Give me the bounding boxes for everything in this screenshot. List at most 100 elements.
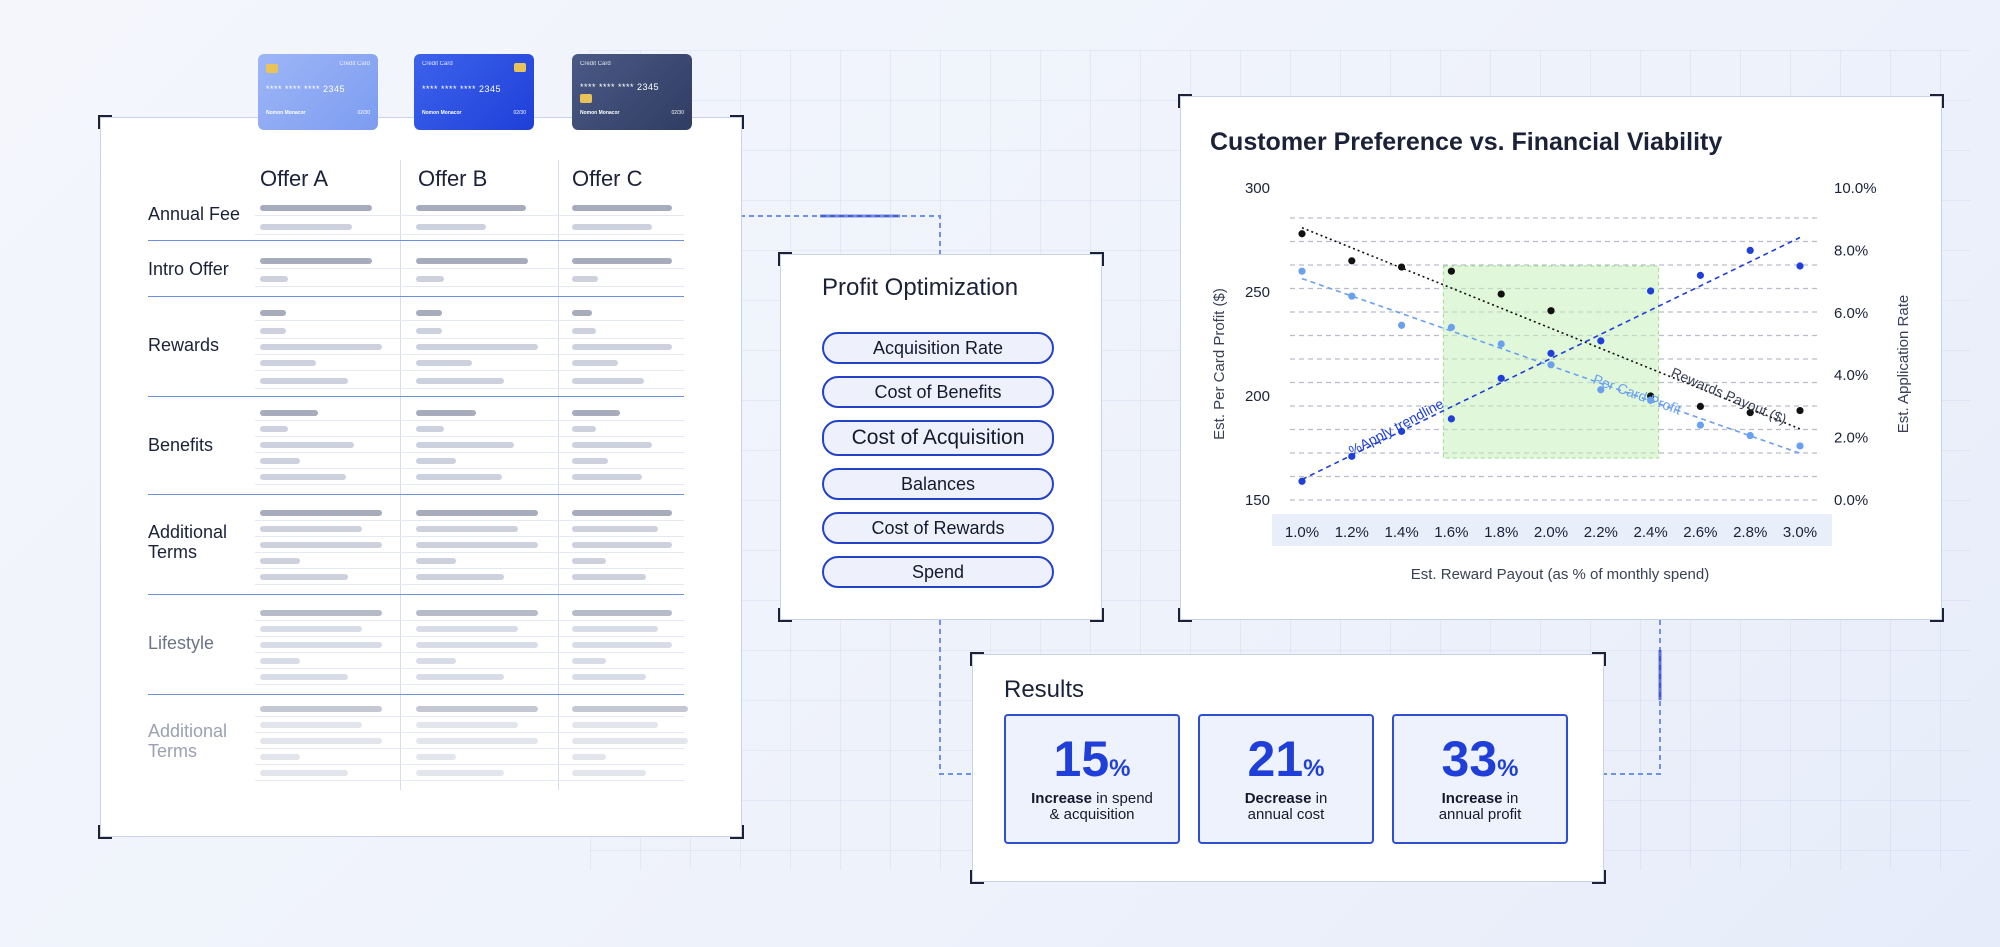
cost-of-acquisition-pill[interactable]: Cost of Acquisition: [822, 420, 1054, 456]
placeholder-bar: [416, 706, 538, 712]
y-left-tick-label: 200: [1245, 388, 1270, 405]
placeholder-bar: [572, 458, 608, 464]
row-separator: [148, 594, 684, 595]
row-label-annual-fee: Annual Fee: [148, 204, 241, 224]
placeholder-bar: [260, 706, 382, 712]
result-card-profit: 33% Increase in annual profit: [1392, 714, 1568, 844]
data-point-rewards: [1348, 257, 1356, 265]
placeholder-bar: [260, 510, 382, 516]
row-separator: [148, 494, 684, 495]
placeholder-bar: [572, 224, 652, 230]
series-label-rewards: Rewards Payout ($): [1669, 364, 1789, 427]
row-label-benefits: Benefits: [148, 435, 214, 455]
data-point-rewards: [1497, 290, 1505, 298]
y-right-tick-label: 10.0%: [1834, 180, 1877, 197]
row-divider: [255, 552, 684, 553]
placeholder-bar: [572, 706, 688, 712]
card-brand: Credit Card: [580, 61, 611, 67]
placeholder-bar: [260, 738, 382, 744]
result-description: Decrease in annual cost: [1244, 790, 1328, 823]
placeholder-bar: [572, 205, 672, 211]
profit-optimization-title: Profit Optimization: [822, 274, 1019, 301]
row-divider: [255, 716, 684, 717]
data-point-profit: [1746, 431, 1754, 440]
placeholder-bar: [260, 574, 348, 580]
acquisition-rate-pill[interactable]: Acquisition Rate: [822, 332, 1054, 364]
placeholder-bar: [572, 722, 658, 728]
placeholder-bar: [416, 510, 538, 516]
data-point-rewards: [1298, 230, 1306, 238]
placeholder-bar: [572, 410, 620, 416]
row-divider: [255, 370, 684, 371]
credit-card-a[interactable]: Credit Card **** **** **** 2345 Nomon Mo…: [258, 54, 378, 130]
placeholder-bar: [416, 642, 538, 648]
chip-icon: [514, 63, 526, 72]
row-separator: [148, 296, 684, 297]
result-value: 15%: [1053, 731, 1131, 787]
placeholder-bar: [416, 310, 442, 316]
placeholder-bar: [572, 526, 658, 532]
placeholder-bar: [416, 328, 442, 334]
placeholder-bar: [572, 754, 606, 760]
card-holder: Nomon Monacor: [266, 110, 306, 116]
spend-pill[interactable]: Spend: [822, 556, 1054, 588]
y-left-axis-label: Est. Per Card Profit ($): [1211, 288, 1228, 440]
data-point-apply: [1647, 287, 1655, 295]
data-point-profit: [1597, 386, 1605, 394]
data-point-rewards: [1746, 409, 1754, 417]
y-right-tick-label: 6.0%: [1834, 305, 1868, 322]
placeholder-bar: [416, 474, 502, 480]
y-left-tick-label: 250: [1245, 284, 1270, 301]
cost-of-rewards-pill[interactable]: Cost of Rewards: [822, 512, 1054, 544]
placeholder-bar: [260, 360, 316, 366]
cost-of-benefits-pill[interactable]: Cost of Benefits: [822, 376, 1054, 408]
offer-b-heading: Offer B: [418, 166, 488, 191]
x-tick-label: 2.6%: [1683, 524, 1717, 541]
credit-card-b[interactable]: Credit Card **** **** **** 2345 Nomon Mo…: [414, 54, 534, 130]
placeholder-bar: [416, 258, 528, 264]
placeholder-bar: [572, 310, 592, 316]
offer-c-heading: Offer C: [572, 166, 643, 191]
placeholder-bar: [416, 558, 456, 564]
placeholder-bar: [572, 574, 646, 580]
placeholder-bar: [572, 658, 606, 664]
placeholder-bar: [572, 442, 652, 448]
results-title: Results: [1004, 676, 1085, 703]
placeholder-bar: [416, 626, 518, 632]
result-value: 33%: [1441, 731, 1519, 787]
data-point-apply: [1447, 415, 1455, 423]
y-left-tick-label: 150: [1245, 492, 1270, 509]
x-tick-label: 2.4%: [1633, 524, 1667, 541]
data-point-rewards: [1447, 267, 1455, 275]
column-divider: [400, 160, 401, 790]
data-point-profit: [1398, 321, 1406, 329]
placeholder-bar: [416, 205, 526, 211]
row-label-intro-offer: Intro Offer: [148, 259, 229, 279]
y-right-tick-label: 8.0%: [1834, 242, 1868, 259]
y-right-axis-label: Est. Application Rate: [1895, 295, 1912, 433]
x-tick-label: 2.0%: [1534, 524, 1568, 541]
row-divider: [255, 215, 684, 216]
balances-pill[interactable]: Balances: [822, 468, 1054, 500]
x-tick-label: 2.2%: [1584, 524, 1618, 541]
row-divider: [255, 620, 684, 621]
placeholder-bar: [260, 526, 362, 532]
row-label-additional-terms: Additional Terms: [148, 522, 228, 562]
row-divider: [255, 388, 684, 389]
card-expiry: 02/30: [357, 110, 370, 116]
placeholder-bar: [572, 558, 606, 564]
row-divider: [255, 354, 684, 355]
card-expiry: 02/30: [513, 110, 526, 116]
placeholder-bar: [260, 474, 346, 480]
row-divider: [255, 748, 684, 749]
row-divider: [255, 338, 684, 339]
card-brand: Credit Card: [422, 61, 453, 67]
placeholder-bar: [260, 558, 300, 564]
credit-card-c[interactable]: Credit Card **** **** **** 2345 Nomon Mo…: [572, 54, 692, 130]
placeholder-bar: [572, 542, 672, 548]
placeholder-bar: [572, 276, 598, 282]
data-point-apply: [1547, 349, 1555, 357]
placeholder-bar: [572, 360, 618, 366]
placeholder-bar: [416, 224, 486, 230]
placeholder-bar: [260, 328, 286, 334]
